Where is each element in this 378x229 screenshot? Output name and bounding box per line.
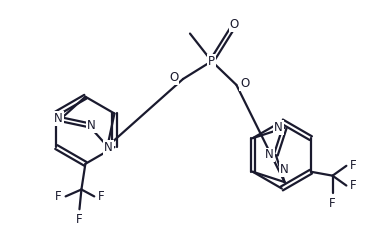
Text: O: O — [169, 71, 178, 85]
Text: F: F — [98, 190, 105, 203]
Text: N: N — [54, 112, 63, 125]
Text: O: O — [240, 77, 249, 90]
Text: N: N — [104, 141, 113, 154]
Text: O: O — [230, 18, 239, 31]
Text: F: F — [350, 159, 357, 172]
Text: F: F — [329, 197, 336, 210]
Text: N: N — [87, 119, 96, 132]
Text: N: N — [274, 121, 283, 134]
Text: F: F — [55, 190, 62, 203]
Text: N: N — [265, 148, 274, 161]
Text: F: F — [350, 179, 357, 192]
Text: F: F — [76, 213, 83, 226]
Text: N: N — [280, 163, 289, 176]
Text: P: P — [208, 55, 215, 68]
